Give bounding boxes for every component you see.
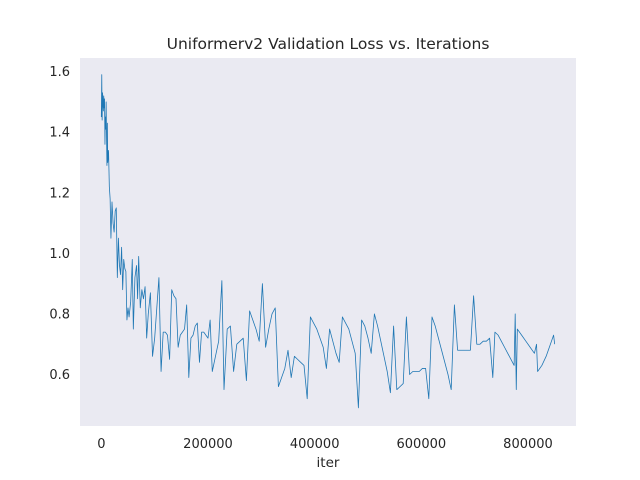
- x-axis-label: iter: [317, 455, 340, 471]
- x-axis-ticks: 0 200000 400000 600000 800000: [97, 437, 553, 452]
- y-tick-label: 1.4: [49, 126, 70, 141]
- y-tick-label: 0.8: [49, 307, 70, 322]
- y-tick-label: 1.0: [49, 247, 70, 262]
- y-axis-ticks: 0.6 0.8 1.0 1.2 1.4 1.6: [49, 65, 70, 383]
- series-layer: [100, 74, 556, 409]
- x-tick-label: 400000: [290, 437, 340, 452]
- series-line-0: [100, 74, 556, 409]
- y-tick-label: 0.6: [49, 368, 70, 383]
- x-tick-label: 800000: [503, 437, 553, 452]
- plot-area: [80, 58, 576, 426]
- chart-title: Uniformerv2 Validation Loss vs. Iteratio…: [167, 35, 490, 53]
- x-tick-label: 0: [97, 437, 105, 452]
- x-tick-label: 600000: [397, 437, 447, 452]
- y-tick-label: 1.6: [49, 65, 70, 80]
- y-tick-label: 1.2: [49, 186, 70, 201]
- x-tick-label: 200000: [183, 437, 233, 452]
